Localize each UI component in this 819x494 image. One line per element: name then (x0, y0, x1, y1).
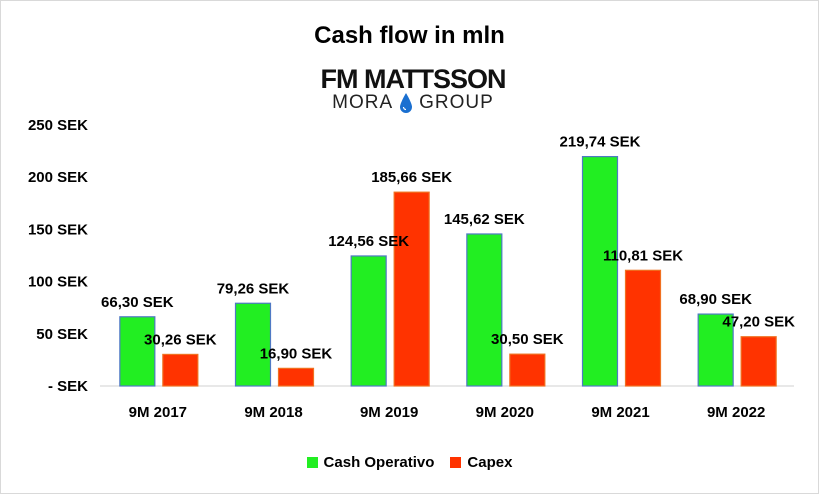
legend-item-capex: Capex (450, 454, 512, 471)
x-tick-label: 9M 2021 (591, 404, 649, 421)
y-tick-label: 200 SEK (28, 169, 88, 186)
y-tick-label: 250 SEK (28, 117, 88, 134)
y-tick-label: 50 SEK (36, 326, 88, 343)
data-label-capex: 16,90 SEK (260, 345, 333, 362)
bar-cash-operativo (119, 316, 156, 387)
x-tick-label: 9M 2020 (476, 404, 534, 421)
bar-cash-operativo (466, 233, 503, 387)
legend-label-cash-operativo: Cash Operativo (323, 454, 435, 471)
bar-capex (740, 336, 777, 387)
x-tick-label: 9M 2019 (360, 404, 418, 421)
y-tick-label: 100 SEK (28, 274, 88, 291)
data-label-capex: 110,81 SEK (603, 247, 683, 264)
bar-capex (509, 353, 546, 387)
data-label-cash-operativo: 68,90 SEK (679, 291, 752, 308)
legend-label-capex: Capex (467, 454, 513, 471)
data-label-cash-operativo: 79,26 SEK (217, 280, 290, 297)
bar-capex (162, 353, 199, 387)
x-tick-label: 9M 2017 (129, 404, 187, 421)
bar-capex (624, 269, 662, 387)
legend: Cash Operativo Capex (0, 454, 819, 471)
legend-item-cash-operativo: Cash Operativo (306, 454, 435, 471)
bar-capex (277, 367, 315, 387)
data-label-cash-operativo: 66,30 SEK (101, 294, 174, 311)
data-label-capex: 185,66 SEK (371, 169, 452, 186)
data-label-capex: 47,20 SEK (722, 314, 795, 331)
logo-mora: MORA (332, 92, 394, 113)
logo-wordmark: FM MATTSSON (320, 64, 507, 94)
logo-group: GROUP (419, 92, 494, 113)
bar-cash-operativo (581, 155, 619, 387)
data-label-capex: 30,50 SEK (491, 331, 564, 348)
data-label-cash-operativo: 219,74 SEK (560, 134, 641, 151)
data-label-capex: 30,26 SEK (144, 331, 217, 348)
data-label-cash-operativo: 124,56 SEK (328, 233, 409, 250)
bar-cash-operativo (234, 302, 272, 387)
legend-swatch-capex (450, 457, 462, 468)
data-label-cash-operativo: 145,62 SEK (444, 211, 525, 228)
logo-subline: MORA GROUP (0, 92, 819, 114)
chart-title: Cash flow in mln (314, 22, 505, 49)
water-drop-icon (400, 93, 413, 113)
x-tick-label: 9M 2022 (707, 404, 765, 421)
bar-cash-operativo (350, 255, 387, 387)
legend-swatch-cash-operativo (306, 457, 318, 468)
y-tick-label: 150 SEK (28, 221, 88, 238)
bar-cash-operativo (697, 313, 734, 387)
bar-capex (393, 191, 430, 387)
x-tick-label: 9M 2018 (244, 404, 302, 421)
y-tick-label: - SEK (48, 378, 88, 395)
